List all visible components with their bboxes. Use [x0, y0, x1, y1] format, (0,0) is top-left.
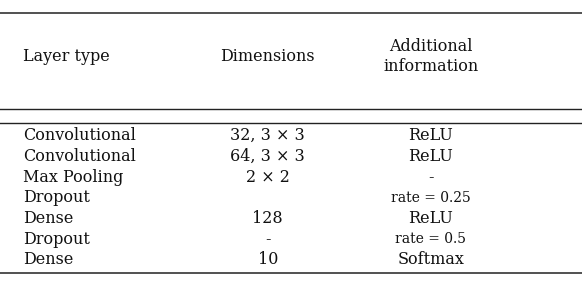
Text: ReLU: ReLU — [408, 148, 453, 165]
Text: Convolutional: Convolutional — [23, 127, 136, 144]
Text: rate = 0.25: rate = 0.25 — [391, 191, 471, 205]
Text: Additional
information: Additional information — [383, 38, 478, 75]
Text: 10: 10 — [257, 251, 278, 268]
Text: Softmax: Softmax — [398, 251, 464, 268]
Text: -: - — [265, 231, 271, 248]
Text: Layer type: Layer type — [23, 48, 110, 65]
Text: Dropout: Dropout — [23, 189, 90, 206]
Text: 128: 128 — [253, 210, 283, 227]
Text: Dropout: Dropout — [23, 231, 90, 248]
Text: 32, 3 × 3: 32, 3 × 3 — [230, 127, 305, 144]
Text: ReLU: ReLU — [408, 210, 453, 227]
Text: Convolutional: Convolutional — [23, 148, 136, 165]
Text: Dense: Dense — [23, 210, 74, 227]
Text: ReLU: ReLU — [408, 127, 453, 144]
Text: -: - — [428, 169, 434, 186]
Text: 64, 3 × 3: 64, 3 × 3 — [230, 148, 305, 165]
Text: Dimensions: Dimensions — [221, 48, 315, 65]
Text: 2 × 2: 2 × 2 — [246, 169, 290, 186]
Text: Dense: Dense — [23, 251, 74, 268]
Text: rate = 0.5: rate = 0.5 — [395, 232, 466, 246]
Text: Max Pooling: Max Pooling — [23, 169, 123, 186]
